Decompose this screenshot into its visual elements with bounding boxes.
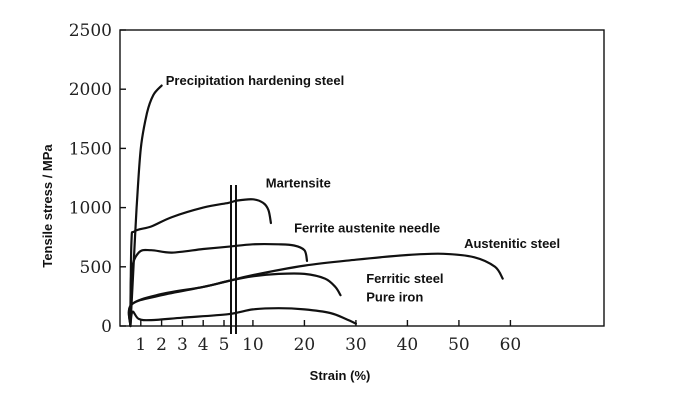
- curve-labels: Precipitation hardening steel Martensite F…: [166, 73, 560, 305]
- curve-label: Ferrite austenite needle: [294, 220, 440, 235]
- curve-label: Austenitic steel: [464, 236, 560, 251]
- curve-label: Martensite: [266, 175, 331, 190]
- curve-ferritic-steel: [127, 272, 342, 328]
- y-tick-label: 0: [101, 317, 112, 337]
- y-axis-title: Tensile stress / MPa: [40, 144, 55, 268]
- curve-austenitic-steel: [127, 252, 504, 328]
- y-tick-label: 500: [80, 258, 112, 278]
- y-axis-ticks: 0 500 1000 1500 2000 2500: [69, 21, 126, 337]
- x-tick-label: 50: [448, 335, 470, 355]
- x-tick-label: 30: [345, 335, 367, 355]
- stress-strain-curves: [127, 84, 504, 328]
- x-tick-label: 4: [198, 335, 209, 355]
- x-axis-ticks: 1 2 3 4 5 10 20 30 40 50 60: [135, 320, 521, 355]
- y-tick-label: 2000: [69, 80, 112, 100]
- x-tick-label: 1: [135, 335, 146, 355]
- x-tick-label: 40: [397, 335, 419, 355]
- curve-label: Ferritic steel: [366, 271, 443, 286]
- curve-label: Precipitation hardening steel: [166, 73, 344, 88]
- y-tick-label: 2500: [69, 21, 112, 41]
- curve-label: Pure iron: [366, 290, 423, 305]
- curve-ferrite-austenite-needle: [129, 242, 309, 328]
- x-tick-label: 20: [294, 335, 316, 355]
- plot-frame: [119, 29, 605, 327]
- x-tick-label: 3: [177, 335, 188, 355]
- axis-break-mark: [230, 185, 237, 334]
- x-axis-title: Strain (%): [310, 368, 371, 383]
- curve-martensite: [129, 198, 272, 328]
- curve-precipitation-hardening-steel: [129, 84, 163, 328]
- x-tick-label: 60: [500, 335, 522, 355]
- x-tick-label: 2: [156, 335, 167, 355]
- y-tick-label: 1500: [69, 139, 112, 159]
- x-tick-label: 5: [219, 335, 230, 355]
- x-tick-label: 10: [242, 335, 264, 355]
- curve-pure-iron: [129, 307, 357, 328]
- y-tick-label: 1000: [69, 199, 112, 219]
